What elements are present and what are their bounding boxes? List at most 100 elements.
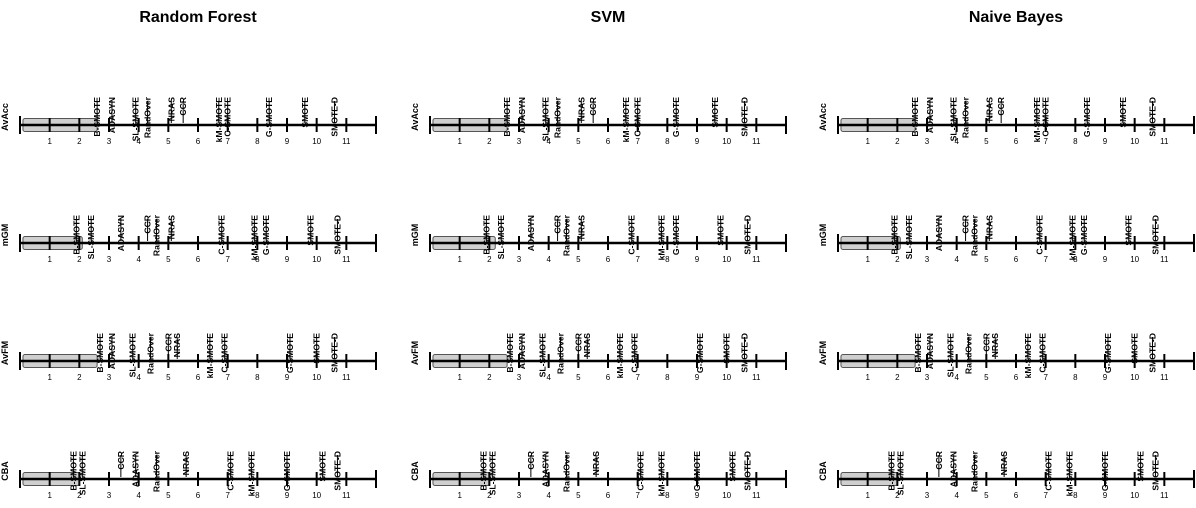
tick-label: 5 <box>984 491 989 500</box>
tick-label: 4 <box>954 491 959 500</box>
method-label: G-SMOTE <box>261 215 271 255</box>
method-label: SMOTE-D <box>739 97 749 137</box>
method-label: CCR <box>526 450 536 469</box>
tick-label: 10 <box>1130 373 1139 382</box>
method-label: G-SMOTE <box>285 333 295 373</box>
tick-label: 7 <box>635 137 640 146</box>
method-label: ADASYN <box>517 333 527 369</box>
method-label: CCR <box>553 214 563 233</box>
method-label: RandOver <box>561 214 571 256</box>
tick-label: 9 <box>1103 255 1108 264</box>
method-label: B-SMOTE <box>913 333 923 373</box>
tick-label: 10 <box>722 255 731 264</box>
tick-label: 8 <box>1073 491 1078 500</box>
method-label: B-SMOTE <box>92 97 102 137</box>
tick-label: 4 <box>546 491 551 500</box>
method-label: ADASYN <box>107 333 117 369</box>
tick-label: 10 <box>1130 137 1139 146</box>
tick-label: 3 <box>107 373 112 382</box>
tick-label: 10 <box>722 491 731 500</box>
method-label: G-SMOTE <box>1103 333 1113 373</box>
tick-label: 9 <box>285 491 290 500</box>
method-label: ADASYN <box>131 451 141 487</box>
tick-label: 11 <box>1160 491 1169 500</box>
method-label: kM-SMOTE <box>1067 215 1077 261</box>
row-label: AvFM <box>818 341 828 365</box>
method-label: SL-SMOTE <box>128 333 138 378</box>
method-label: C-SMOTE <box>630 333 640 373</box>
tick-label: 7 <box>1043 491 1048 500</box>
method-label: RandOver <box>146 332 156 374</box>
tick-label: 2 <box>77 373 82 382</box>
method-label: C-SMOTE <box>226 451 236 491</box>
tick-label: 8 <box>255 255 260 264</box>
tick-label: 1 <box>457 491 462 500</box>
method-label: CCR <box>961 214 971 233</box>
tick-label: 2 <box>487 373 492 382</box>
method-label: SMOTE-D <box>332 215 342 255</box>
tick-label: 1 <box>47 491 52 500</box>
tick-label: 7 <box>1043 255 1048 264</box>
method-label: SL-SMOTE <box>904 215 914 260</box>
tick-label: 3 <box>925 255 930 264</box>
tick-label: 9 <box>285 373 290 382</box>
tick-label: 6 <box>606 491 611 500</box>
tick-label: 2 <box>895 491 900 500</box>
method-label: kM-SMOTE <box>656 215 666 261</box>
row-label: AvFM <box>410 341 420 365</box>
row-label: CBA <box>410 461 420 481</box>
cd-row: AvFM 1 2 3 4 5 6 7 8 9 10 11 B-SMOTE ADASYN SL-SMOTE Ra… <box>410 332 787 382</box>
method-label: SMOTE-D <box>1150 215 1160 255</box>
method-label: ADASYN <box>116 215 126 251</box>
method-label: C-SMOTE <box>1035 215 1045 255</box>
tick-label: 9 <box>285 255 290 264</box>
tick-label: 6 <box>1014 255 1019 264</box>
method-label: G-SMOTE <box>671 97 681 137</box>
tick-label: 1 <box>865 255 870 264</box>
cd-row: mGM 1 2 3 4 5 6 7 8 9 10 11 B-SMOTE SL-SMOTE ADASYN CCR… <box>0 214 377 264</box>
tick-label: 7 <box>225 255 230 264</box>
method-label: G-SMOTE <box>671 215 681 255</box>
method-label: RandOver <box>143 96 153 138</box>
method-label: kM-SMOTE <box>656 451 666 497</box>
tick-label: 6 <box>606 137 611 146</box>
tick-label: 5 <box>166 137 171 146</box>
method-label: NRAS <box>984 215 994 240</box>
method-label: G-SMOTE <box>695 333 705 373</box>
tick-label: 4 <box>954 255 959 264</box>
tick-label: 9 <box>1103 137 1108 146</box>
tick-label: 9 <box>1103 491 1108 500</box>
method-label: ADASYN <box>107 97 117 133</box>
method-label: SMOTE-D <box>739 333 749 373</box>
row-label: mGM <box>0 224 10 247</box>
tick-label: 6 <box>606 255 611 264</box>
tick-label: 1 <box>865 373 870 382</box>
method-label: G-SMOTE <box>264 97 274 137</box>
tick-label: 2 <box>487 137 492 146</box>
method-label: SL-SMOTE <box>538 333 548 378</box>
tick-label: 3 <box>107 255 112 264</box>
cd-row: AvAcc 1 2 3 4 5 6 7 8 9 10 11 B-SMOTE ADASYN SL-SMOTE R… <box>410 96 787 146</box>
tick-label: 9 <box>695 491 700 500</box>
tick-label: 7 <box>635 491 640 500</box>
tick-label: 4 <box>954 137 959 146</box>
cd-row: AvFM 1 2 3 4 5 6 7 8 9 10 11 B-SMOTE ADASYN SL-SMOTE Ra… <box>0 332 377 382</box>
tick-label: 1 <box>865 491 870 500</box>
method-label: RandOver <box>556 332 566 374</box>
tick-label: 11 <box>752 491 761 500</box>
tick-label: 6 <box>606 373 611 382</box>
method-label: ADASYN <box>541 451 551 487</box>
tick-label: 9 <box>695 137 700 146</box>
tick-label: 5 <box>576 137 581 146</box>
tick-label: 6 <box>1014 137 1019 146</box>
method-label: kM-SMOTE <box>205 333 215 379</box>
cd-row: mGM 1 2 3 4 5 6 7 8 9 10 11 B-SMOTE SL-SMOTE ADASYN CCR… <box>410 214 787 264</box>
tick-label: 2 <box>895 137 900 146</box>
method-label: SMOTE <box>710 97 720 128</box>
tick-label: 3 <box>107 491 112 500</box>
tick-label: 1 <box>457 373 462 382</box>
row-label: AvAcc <box>0 103 10 131</box>
